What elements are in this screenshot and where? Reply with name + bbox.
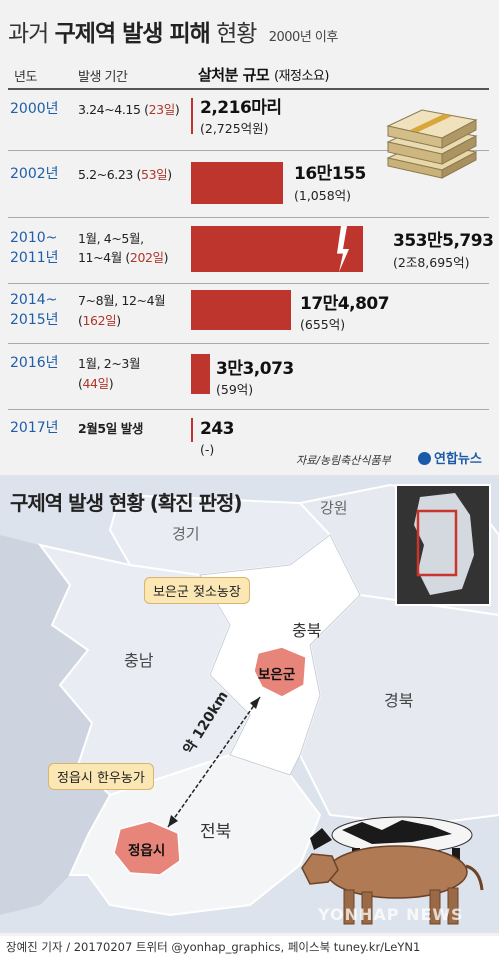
footer-credit: 장예진 기자 / 20170207 트위터 @yonhap_graphics, …	[0, 936, 499, 959]
header-amount-unit: (재정소요)	[273, 69, 329, 84]
row-period: 1월, 2~3월	[78, 356, 141, 371]
money-stack-icon	[386, 109, 478, 179]
row-year: 2000년	[10, 101, 59, 117]
map-title: 구제역 발생 현황 (확진 판정)	[10, 491, 243, 515]
region-label-gyeonggi: 경기	[172, 525, 200, 543]
row-period-line2: (162일)	[78, 311, 121, 330]
region-label-gyeongbuk: 경북	[384, 691, 414, 710]
period-text-end: )	[108, 376, 114, 391]
period-text-end: )	[116, 313, 121, 328]
period-text: 3.24~4.15 (	[78, 102, 149, 117]
row-period: 2월5일 발생	[78, 421, 143, 436]
period-days: 23일	[148, 102, 176, 117]
header-amount: 살처분 규모 (재정소요)	[198, 64, 329, 85]
period-text: 5.2~6.23 (	[78, 167, 142, 182]
row-year: 2010~	[10, 230, 58, 246]
data-label-value: 2,216마리	[200, 98, 282, 118]
header-period: 발생 기간	[78, 70, 128, 85]
row-year: 2016년	[10, 355, 59, 371]
data-label-value: 17만4,807	[300, 294, 390, 314]
brand-name: 연합뉴스	[434, 452, 482, 467]
row-divider	[8, 409, 489, 410]
data-label-value: 353만5,793	[393, 231, 494, 251]
row-period: 3.24~4.15 (23일)	[78, 100, 180, 119]
bar	[191, 418, 193, 442]
header-year: 년도	[14, 70, 37, 85]
row-period-line2: 11~4월 (202일)	[78, 248, 169, 267]
period-days: 162일	[82, 313, 117, 328]
bar	[191, 162, 283, 204]
county-label-jeongeup: 정읍시	[128, 843, 166, 859]
data-label-cost: (-)	[200, 442, 215, 457]
table-top-line	[8, 88, 489, 90]
page-title: 과거 구제역 발생 피해 현황 2000년 이후	[8, 14, 338, 48]
title-bold: 구제역 발생 피해	[54, 21, 211, 47]
period-days: 44일	[82, 376, 109, 391]
title-part1: 과거	[8, 21, 49, 47]
brand-logo: 연합뉴스	[418, 448, 482, 467]
row-period: 5.2~6.23 (53일)	[78, 165, 172, 184]
row-divider	[8, 343, 489, 344]
row-year: 2014~	[10, 292, 58, 308]
data-label-cost: (59억)	[216, 382, 254, 397]
callout-jeongeup-farm: 정읍시 한우농가	[48, 763, 154, 790]
bar	[191, 226, 363, 272]
bar	[191, 290, 291, 330]
region-label-chungbuk: 충북	[292, 621, 322, 640]
data-label-value: 243	[200, 419, 235, 439]
row-year: 2017년	[10, 420, 59, 436]
data-label-cost: (2,725억원)	[200, 121, 269, 136]
period-days: 202일	[129, 250, 164, 265]
axis-break-mark	[337, 226, 349, 272]
brand-icon	[418, 452, 431, 465]
bar	[191, 354, 210, 394]
map-section: 구제역 발생 현황 (확진 판정) 강원 경기 충북 충남 경북 전북 보은군 …	[0, 475, 499, 933]
cattle-icon	[301, 816, 484, 925]
data-label-value: 3만3,073	[216, 359, 294, 379]
period-text: (	[78, 313, 83, 328]
row-period-line2: (44일)	[78, 374, 114, 393]
title-part2: 현황	[216, 21, 257, 47]
data-label-cost: (2조8,695억)	[393, 255, 470, 270]
row-divider	[8, 150, 489, 151]
period-text: (	[78, 376, 83, 391]
header-amount-label: 살처분 규모	[198, 66, 270, 84]
bar	[191, 98, 193, 134]
period-text-end: )	[163, 250, 169, 265]
row-period: 1월, 4~5월,	[78, 231, 144, 246]
watermark: YONHAP NEWS	[318, 905, 464, 924]
title-subtitle: 2000년 이후	[268, 30, 339, 45]
data-label-cost: (655억)	[300, 317, 346, 332]
row-period: 7~8월, 12~4월	[78, 293, 166, 308]
period-text-end: )	[174, 102, 180, 117]
data-label-value: 16만155	[294, 164, 366, 184]
source-note: 자료/농림축산식품부	[296, 454, 391, 467]
row-year: 2002년	[10, 166, 59, 182]
data-label-cost: (1,058억)	[294, 188, 352, 203]
period-text: 11~4월 (	[78, 250, 130, 265]
row-year-line2: 2015년	[10, 312, 59, 328]
period-days: 53일	[141, 167, 168, 182]
row-divider	[8, 217, 489, 218]
row-year-line2: 2011년	[10, 250, 59, 266]
region-label-chungnam: 충남	[124, 651, 154, 670]
period-text-end: )	[167, 167, 172, 182]
region-label-jeonbuk: 전북	[200, 822, 232, 842]
row-divider	[8, 283, 489, 284]
region-label-gangwon: 강원	[320, 499, 348, 517]
county-label-boeun: 보은군	[258, 667, 296, 683]
callout-boeun-farm: 보은군 젖소농장	[144, 577, 250, 604]
